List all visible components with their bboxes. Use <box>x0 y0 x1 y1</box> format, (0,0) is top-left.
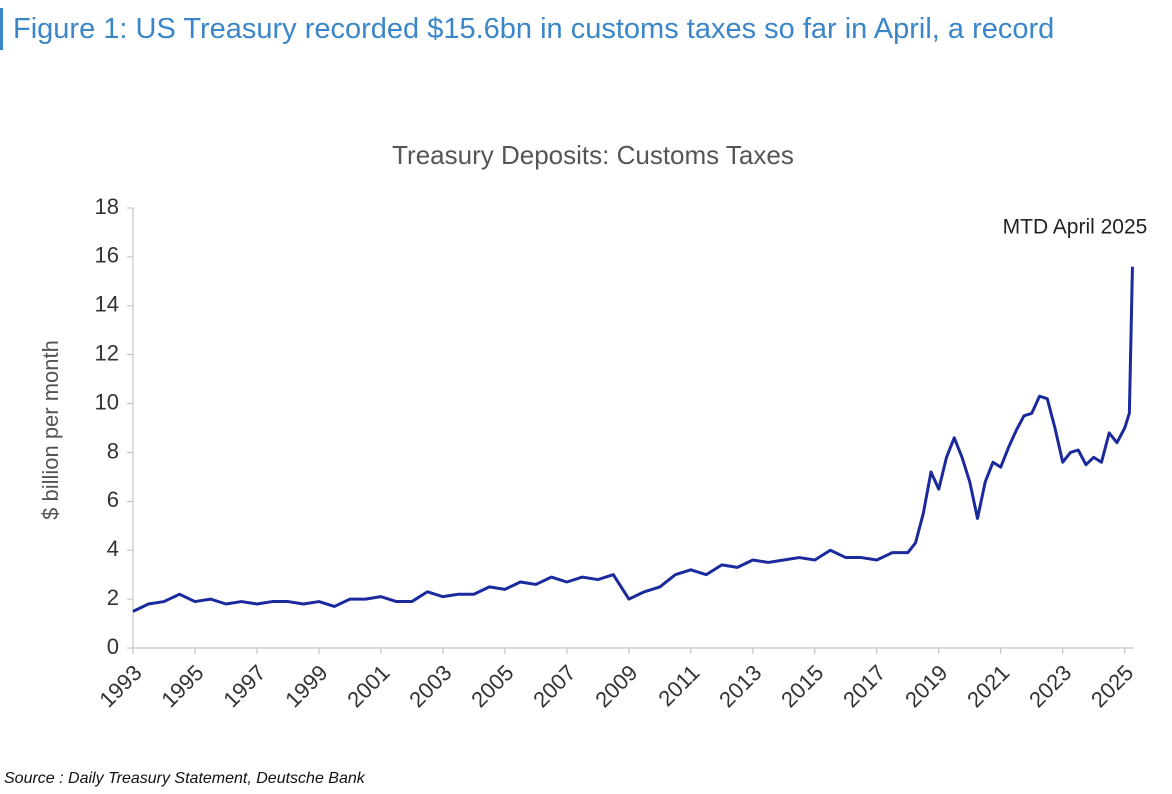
x-tick-label: 1997 <box>218 660 270 712</box>
x-tick-label: 2023 <box>1024 660 1076 712</box>
x-tick-label: 2015 <box>776 660 828 712</box>
x-tick-label: 2017 <box>838 660 890 712</box>
y-tick-label: 12 <box>95 340 119 365</box>
x-tick-label: 2007 <box>528 660 580 712</box>
x-tick-label: 2025 <box>1086 660 1138 712</box>
x-tick-label: 2013 <box>714 660 766 712</box>
source-note: Source : Daily Treasury Statement, Deuts… <box>4 770 365 787</box>
x-tick-label: 1995 <box>156 660 208 712</box>
y-tick-label: 16 <box>95 243 119 268</box>
chart-title: Treasury Deposits: Customs Taxes <box>392 140 794 170</box>
x-tick-label: 1993 <box>94 660 146 712</box>
y-tick-label: 8 <box>107 438 119 463</box>
x-tick-label: 2019 <box>900 660 952 712</box>
annotation: MTD April 2025 <box>1003 216 1148 239</box>
x-tick-label: 2003 <box>404 660 456 712</box>
y-tick-label: 4 <box>107 536 119 561</box>
y-tick-label: 2 <box>107 585 119 610</box>
x-tick-label: 2021 <box>962 660 1014 712</box>
chart: Treasury Deposits: Customs Taxes MTD Apr… <box>38 140 1148 712</box>
y-tick-label: 0 <box>107 634 119 659</box>
figure-title: Figure 1: US Treasury recorded $15.6bn i… <box>0 8 1133 50</box>
data-line <box>132 266 1134 613</box>
y-tick-label: 10 <box>95 389 119 414</box>
y-tick-label: 14 <box>95 292 119 317</box>
y-axis-label: $ billion per month <box>38 340 63 520</box>
x-tick-label: 1999 <box>280 660 332 712</box>
x-tick-label: 2011 <box>653 660 704 711</box>
x-tick-label: 2005 <box>466 660 518 712</box>
y-tick-label: 6 <box>107 487 119 512</box>
x-tick-label: 2001 <box>342 660 394 712</box>
y-tick-label: 18 <box>95 194 119 219</box>
x-tick-label: 2009 <box>590 660 642 712</box>
